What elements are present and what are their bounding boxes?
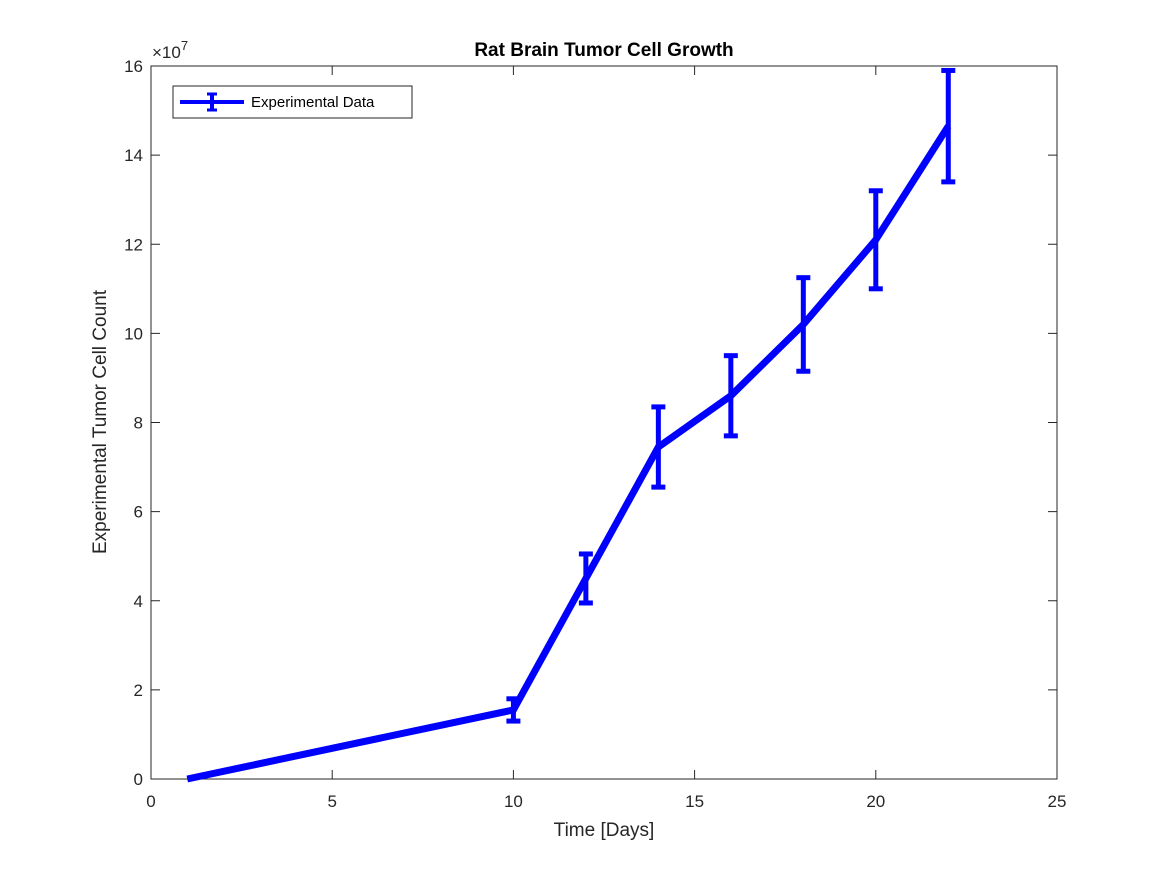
x-tick-label: 5 [327,792,336,811]
y-axis-exponent: ×107 [152,38,188,62]
legend-label: Experimental Data [251,94,375,111]
x-tick-label: 20 [866,792,885,811]
y-axis-exponent-base: ×10 [152,43,181,62]
x-tick-label: 15 [685,792,704,811]
y-tick-label: 16 [124,57,143,76]
y-tick-label: 2 [134,681,143,700]
y-tick-label: 14 [124,146,143,165]
y-tick-label: 4 [134,592,143,611]
x-tick-label: 10 [504,792,523,811]
x-tick-label: 25 [1048,792,1067,811]
y-tick-label: 12 [124,235,143,254]
y-tick-label: 8 [134,414,143,433]
series-line [186,124,952,783]
series-layer [186,67,956,783]
y-tick-label: 10 [124,324,143,343]
y-tick-label: 6 [134,503,143,522]
legend: Experimental Data [172,85,413,119]
plot-box [150,65,1058,780]
x-tick-label: 0 [146,792,155,811]
x-axis-label: Time [Days] [554,820,655,841]
y-tick-label: 0 [134,770,143,789]
chart-title: Rat Brain Tumor Cell Growth [474,40,733,61]
plot-area [150,65,1058,780]
y-axis-exponent-power: 7 [181,38,188,53]
axes: 0 5 10 15 20 25 0 2 4 6 8 10 12 14 16 [124,57,1066,811]
y-axis-label: Experimental Tumor Cell Count [90,289,111,554]
